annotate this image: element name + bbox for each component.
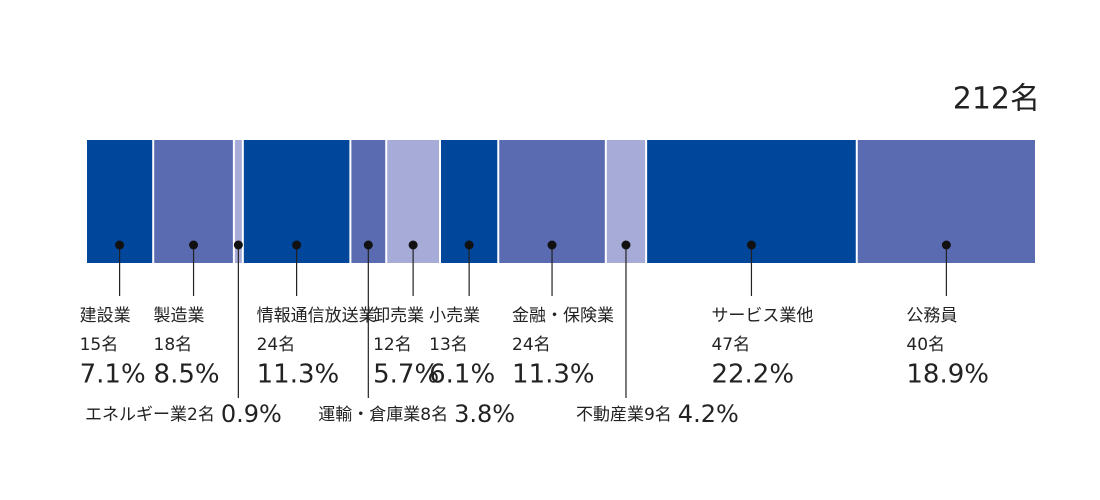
percent-label: 8.5%	[154, 360, 220, 390]
count-label: 24名	[257, 335, 296, 355]
category-label: 不動産業	[576, 405, 644, 425]
category-label: 建設業	[80, 306, 131, 326]
segment-label: エネルギー業2名 0.9%	[85, 400, 282, 428]
leader-dot	[233, 240, 243, 250]
leader-dot	[363, 240, 373, 250]
segment-label: 不動産業9名 4.2%	[576, 400, 739, 428]
category-label: 公務員	[906, 306, 957, 326]
category-label: サービス業他	[711, 306, 813, 326]
percent-label: 22.2%	[711, 360, 794, 390]
count-label: 15名	[80, 335, 119, 355]
percent-label: 4.2%	[678, 400, 739, 428]
leader-dot	[547, 240, 557, 250]
category-label: 小売業	[429, 306, 480, 326]
percent-label: 11.3%	[512, 360, 595, 390]
percent-label: 6.1%	[429, 360, 495, 390]
count-label: 18名	[154, 335, 193, 355]
percent-label: 5.7%	[373, 360, 439, 390]
category-label: 運輸・倉庫業	[318, 405, 420, 425]
percent-label: 0.9%	[221, 400, 282, 428]
percent-label: 11.3%	[257, 360, 340, 390]
leader-dot	[408, 240, 418, 250]
category-label: 情報通信放送業	[257, 306, 376, 326]
percent-label: 18.9%	[906, 360, 989, 390]
count-label: 12名	[373, 335, 412, 355]
percent-label: 3.8%	[454, 400, 515, 428]
count-label: 2名	[187, 405, 215, 425]
category-label: 製造業	[154, 306, 205, 326]
count-label: 13名	[429, 335, 468, 355]
count-label: 24名	[512, 335, 551, 355]
count-label: 47名	[711, 335, 750, 355]
leader-dot	[941, 240, 951, 250]
percent-label: 7.1%	[80, 360, 146, 390]
bar-segment	[234, 140, 242, 263]
leader-dot	[115, 240, 125, 250]
leader-dot	[189, 240, 199, 250]
leader-dot	[292, 240, 302, 250]
leader-dot	[746, 240, 756, 250]
count-label: 8名	[420, 405, 448, 425]
leader-dot	[621, 240, 631, 250]
count-label: 40名	[906, 335, 945, 355]
segment-label: 運輸・倉庫業8名 3.8%	[318, 400, 515, 428]
count-label: 9名	[644, 405, 672, 425]
category-label: 卸売業	[373, 306, 424, 326]
total-label: 212名	[953, 82, 1040, 117]
category-label: エネルギー業	[85, 405, 187, 425]
category-label: 金融・保険業	[512, 306, 614, 326]
leader-dot	[464, 240, 474, 250]
